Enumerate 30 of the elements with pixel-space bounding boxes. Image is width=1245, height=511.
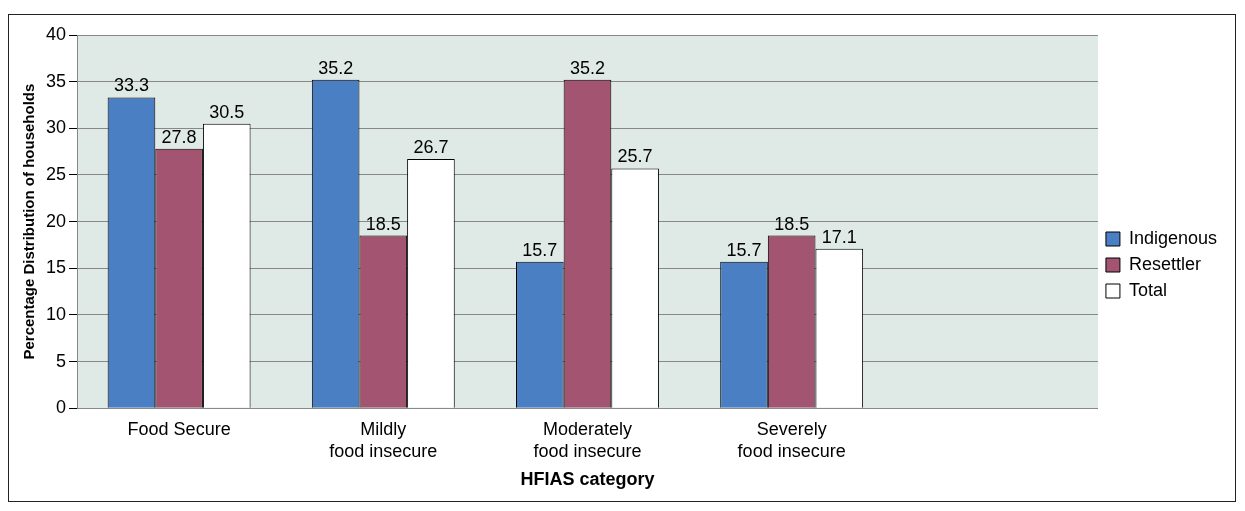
x-tick-label: Mildly food insecure — [329, 418, 438, 461]
y-tick-label: 20 — [45, 210, 67, 231]
x-axis-title: HFIAS category — [520, 469, 655, 490]
y-tick-label: 5 — [56, 350, 67, 371]
data-label: 17.1 — [821, 226, 857, 247]
data-label: 25.7 — [617, 146, 653, 167]
x-tick-label: Moderately food insecure — [533, 418, 642, 461]
y-tick-label: 10 — [45, 303, 67, 324]
y-tick-label: 40 — [45, 23, 67, 44]
data-label: 33.3 — [113, 75, 149, 96]
x-tick-label: Severely food insecure — [737, 418, 846, 461]
data-label: 27.8 — [161, 126, 197, 147]
y-tick-label: 15 — [45, 257, 67, 278]
data-label: 18.5 — [365, 213, 401, 234]
y-tick-label: 30 — [45, 117, 67, 138]
data-label: 15.7 — [522, 239, 558, 260]
data-label: 15.7 — [726, 239, 762, 260]
y-axis-title: Percentage Distribution of households — [20, 83, 38, 360]
data-label: 26.7 — [413, 137, 449, 158]
x-tick-label: Food Secure — [127, 418, 231, 439]
y-tick-label: 25 — [45, 163, 67, 184]
data-label: 35.2 — [318, 57, 354, 78]
legend-label: Total — [1128, 279, 1167, 300]
data-label: 18.5 — [774, 213, 810, 234]
y-tick-label: 0 — [56, 397, 67, 418]
legend-label: Resettler — [1128, 253, 1201, 274]
data-label: 35.2 — [569, 57, 605, 78]
legend-label: Indigenous — [1128, 227, 1217, 248]
data-label: 30.5 — [209, 101, 245, 122]
y-tick-label: 35 — [45, 70, 67, 91]
